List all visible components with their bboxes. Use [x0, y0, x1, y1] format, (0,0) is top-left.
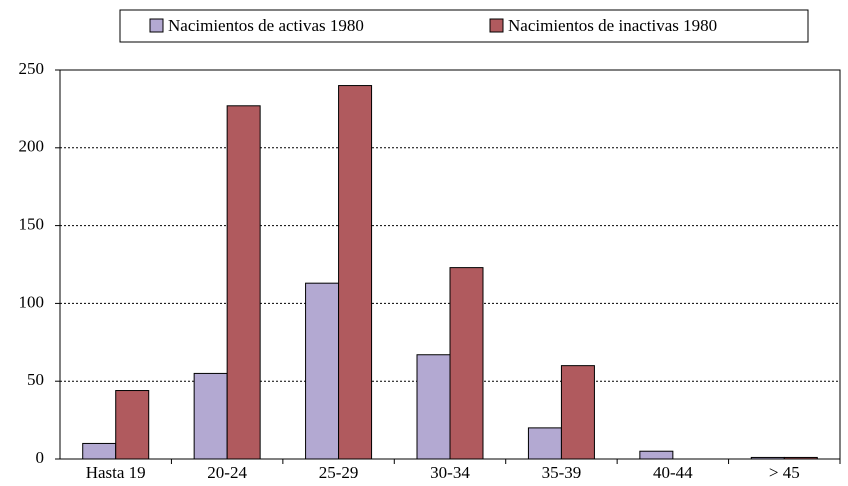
bar [639, 450, 674, 460]
y-tick-label: 250 [19, 59, 45, 78]
x-tick-label: Hasta 19 [86, 463, 146, 482]
bar [560, 365, 595, 460]
bar [226, 105, 261, 460]
legend-label: Nacimientos de activas 1980 [168, 16, 364, 35]
x-tick-label: 40-44 [653, 463, 693, 482]
x-tick-label: > 45 [769, 463, 800, 482]
y-tick-label: 0 [36, 448, 45, 467]
legend-label: Nacimientos de inactivas 1980 [508, 16, 717, 35]
x-tick-label: 20-24 [207, 463, 247, 482]
x-tick-label: 25-29 [319, 463, 359, 482]
y-tick-label: 200 [19, 137, 45, 156]
x-tick-label: 30-34 [430, 463, 470, 482]
bar [416, 354, 451, 460]
bar [82, 442, 117, 460]
bar [338, 85, 373, 460]
bar [115, 390, 150, 460]
y-tick-label: 150 [19, 215, 45, 234]
bar [449, 267, 484, 460]
y-tick-label: 50 [27, 370, 44, 389]
y-tick-label: 100 [19, 292, 45, 311]
plot-frame [59, 69, 841, 460]
legend-swatch [489, 18, 504, 33]
legend-swatch [149, 18, 164, 33]
bar [527, 427, 562, 460]
x-tick-label: 35-39 [542, 463, 582, 482]
bar [305, 282, 340, 460]
bar [193, 372, 228, 460]
legend-box [119, 9, 809, 43]
